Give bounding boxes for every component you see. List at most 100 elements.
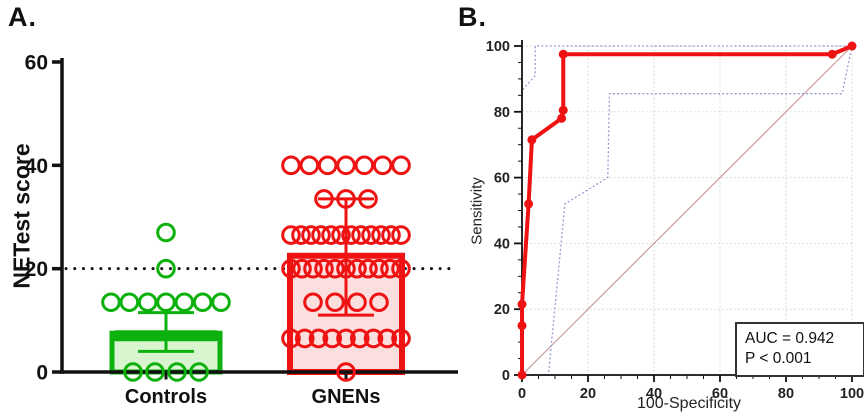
y-axis-title-netest-score: NETest score: [8, 143, 35, 289]
data-point: [156, 222, 176, 243]
y-tick-label: 20: [494, 302, 510, 318]
gridlines: [522, 45, 853, 375]
x-tick-label: 0: [518, 386, 526, 402]
gnens-error-bar: [318, 197, 374, 317]
data-point: [372, 155, 393, 176]
data-point: [325, 258, 345, 279]
data-point: [351, 225, 371, 245]
roc-point: [558, 49, 568, 59]
data-point: [391, 258, 411, 279]
data-point: [291, 225, 311, 245]
data-point: [322, 328, 343, 349]
controls-error-bar: [138, 311, 194, 353]
data-point: [119, 292, 140, 313]
controls-points: [101, 222, 231, 382]
x-axis-title-100-specificity: 100-Specificity: [636, 395, 742, 412]
data-point: [347, 292, 367, 313]
roc-point: [847, 41, 857, 51]
panel-a-label: A.: [8, 2, 37, 32]
data-point: [336, 189, 356, 209]
roc-point: [517, 370, 527, 380]
gnens-series: [287, 197, 405, 375]
data-point: [331, 225, 351, 245]
x-tick-label: 40: [646, 386, 662, 402]
data-point: [358, 189, 378, 209]
data-point: [294, 328, 315, 349]
data-point: [281, 328, 301, 349]
roc-point: [524, 199, 534, 209]
data-point: [349, 328, 370, 349]
x-tick-label: 100: [840, 386, 864, 402]
gnens-points: [281, 155, 411, 382]
y-tick-label: 0: [36, 362, 48, 385]
roc-point: [827, 49, 837, 59]
data-point: [211, 292, 231, 313]
data-point: [347, 258, 367, 279]
data-point: [380, 258, 400, 279]
data-point: [363, 328, 384, 349]
data-point: [281, 155, 301, 176]
data-point: [314, 258, 334, 279]
data-point: [167, 362, 187, 382]
roc-point: [517, 299, 527, 309]
roc-curve: [517, 41, 857, 380]
panel-a-axes: 0 20 40 60: [25, 52, 458, 385]
data-point: [281, 258, 301, 279]
data-point: [299, 155, 320, 176]
data-point: [101, 292, 121, 313]
y-tick-label: 80: [494, 105, 510, 121]
data-point: [336, 362, 356, 382]
data-point: [308, 328, 329, 349]
data-point: [391, 155, 411, 176]
category-label-gnens: GNENs: [311, 386, 381, 408]
data-point: [123, 362, 143, 382]
data-point: [145, 362, 165, 382]
data-point: [341, 225, 361, 245]
data-point: [354, 155, 375, 176]
data-point: [336, 328, 356, 349]
x-tick-label: 60: [712, 386, 728, 402]
data-point: [303, 258, 323, 279]
data-point: [311, 225, 331, 245]
data-point: [321, 225, 341, 245]
data-point: [156, 292, 176, 313]
auc-annotation-box: AUC = 0.942 P < 0.001: [735, 322, 864, 378]
roc-point: [527, 135, 537, 145]
roc-point: [558, 105, 568, 115]
data-point: [317, 155, 338, 176]
data-point: [192, 292, 213, 313]
data-point: [371, 225, 391, 245]
data-point: [336, 258, 356, 279]
data-point: [292, 258, 312, 279]
y-tick-label: 40: [25, 155, 48, 178]
reference-diagonal-line: [521, 45, 853, 376]
roc-point: [517, 321, 527, 331]
y-tick-label: 60: [25, 52, 48, 75]
x-tick-label: 80: [778, 386, 794, 402]
data-point: [281, 225, 301, 245]
y-tick-label: 40: [494, 236, 510, 252]
x-tick-label: 20: [580, 386, 596, 402]
data-point: [303, 292, 323, 313]
data-point: [336, 155, 356, 176]
data-point: [301, 225, 321, 245]
data-point: [189, 362, 209, 382]
y-tick-label: 100: [486, 39, 510, 55]
data-point: [391, 328, 411, 349]
y-tick-label: 0: [502, 368, 510, 384]
data-point: [314, 189, 334, 209]
data-point: [137, 292, 158, 313]
data-point: [391, 225, 411, 245]
data-point: [369, 292, 389, 313]
data-point: [377, 328, 398, 349]
category-label-controls: Controls: [124, 386, 208, 408]
data-point: [174, 292, 195, 313]
p-value-text: P < 0.001: [745, 350, 812, 368]
data-point: [358, 258, 378, 279]
y-tick-label: 60: [494, 171, 510, 187]
data-point: [325, 292, 345, 313]
panel-b-label: B.: [458, 2, 487, 32]
roc-point: [557, 113, 567, 123]
